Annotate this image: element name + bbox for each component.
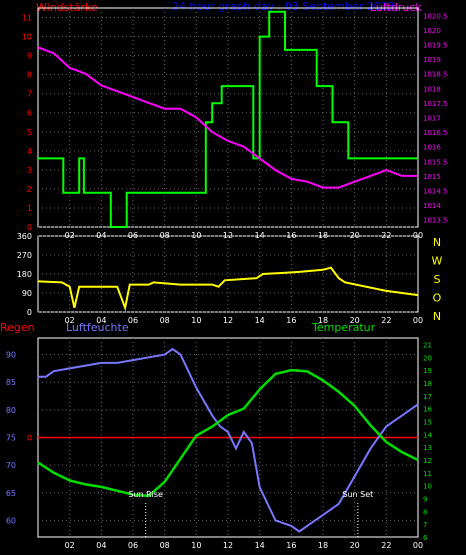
panel3-y-left-tick-label: 85 — [6, 378, 16, 387]
annotation-label: Sun Rise — [128, 490, 163, 499]
panel1-y-right-tick-label: 1020 — [423, 27, 441, 35]
panel1-x-tick-label: 04 — [96, 316, 106, 325]
panel3-y-right-tick-label: 11 — [423, 470, 432, 478]
panel1-y-right-tick-label: 1020.5 — [423, 12, 448, 20]
panel1-y-right-tick-label: 1015 — [423, 173, 441, 181]
panel3-y-right-tick-label: 15 — [423, 418, 432, 426]
panel3-y-right-tick-label: 7 — [423, 521, 427, 529]
panel1-x-tick-label: 20 — [350, 316, 360, 325]
regen-zero-label: 0 — [27, 434, 32, 443]
luftdruck-line — [37, 46, 418, 189]
panel3-y-left-tick-label: 60 — [6, 516, 16, 525]
direction-label: N — [433, 310, 441, 323]
direction-label: S — [434, 273, 441, 286]
panel2-y-tick-label: 360 — [17, 232, 32, 241]
temperatur-line — [37, 368, 419, 498]
panel1-y-left-tick-label: 3 — [27, 166, 32, 175]
panel3-y-right-tick-label: 20 — [423, 354, 432, 362]
panel1-x-tick-label: 18 — [318, 316, 328, 325]
panel3-luftfeuchte-label: Luftfeuchte — [66, 321, 129, 334]
panel3-y-left-tick-label: 75 — [6, 434, 16, 443]
panel3-y-right-tick-label: 9 — [423, 495, 427, 503]
panel3-temperatur-label: Temperatur — [311, 321, 376, 334]
panel1-y-right-tick-label: 1019.5 — [423, 42, 448, 50]
panel1-x-tick-label: 16 — [286, 316, 296, 325]
panel2-y-tick-label: 270 — [17, 251, 32, 260]
panel2-x-tick-label: 12 — [223, 541, 233, 550]
panel2-x-tick-label: 10 — [191, 541, 201, 550]
panel1-y-right-tick-label: 1013.5 — [423, 217, 448, 225]
panel3-y-right-tick-label: 8 — [423, 508, 427, 516]
panel1-y-right-tick-label: 1018 — [423, 85, 441, 93]
panel1-y-right-tick-label: 1015.5 — [423, 158, 448, 166]
panel2-x-tick-label: 08 — [160, 541, 170, 550]
panel3-y-right-tick-label: 16 — [423, 406, 432, 414]
panel3-left-label: Regen — [0, 321, 35, 334]
panel1-y-left-tick-label: 5 — [27, 128, 32, 137]
panel2-x-tick-label: 18 — [318, 541, 328, 550]
panel1-y-left-tick-label: 11 — [22, 14, 32, 23]
windrichtung-line — [37, 266, 419, 312]
panel1-y-left-tick-label: 1 — [27, 204, 32, 213]
panel2-y-tick-label: 180 — [17, 270, 32, 279]
panel1-y-right-tick-label: 1014 — [423, 202, 441, 210]
panel2-x-tick-label: 20 — [350, 541, 360, 550]
panel2-x-tick-label: 00 — [413, 541, 423, 550]
panel1-y-left-tick-label: 4 — [27, 147, 32, 156]
panel2-x-tick-label: 06 — [128, 541, 138, 550]
panel1-x-tick-label: 22 — [381, 316, 391, 325]
panel1-y-left-tick-label: 6 — [27, 109, 32, 118]
panel1-y-right-tick-label: 1016 — [423, 144, 441, 152]
panel1-x-tick-label: 06 — [128, 316, 138, 325]
panel1-y-right-tick-label: 1019 — [423, 56, 441, 64]
panel3-y-right-tick-label: 12 — [423, 457, 432, 465]
panel1-y-left-tick-label: 9 — [27, 52, 32, 61]
panel3-y-right-tick-label: 21 — [423, 341, 432, 349]
panel2-x-tick-label: 04 — [96, 541, 106, 550]
panel3-y-right-tick-label: 18 — [423, 380, 432, 388]
panel2-x-tick-label: 22 — [381, 541, 391, 550]
windstaerke-line — [38, 10, 418, 228]
panel1-x-tick-label: 02 — [65, 316, 75, 325]
panel1-y-left-tick-label: 10 — [22, 33, 32, 42]
panel2-x-tick-label: 02 — [65, 541, 75, 550]
panel2-x-tick-label: 14 — [255, 541, 265, 550]
annotation-label: Sun Set — [342, 490, 373, 499]
panel3-y-right-tick-label: 17 — [423, 393, 432, 401]
panel2-y-tick-label: 90 — [22, 289, 32, 298]
panel1-y-left-tick-label: 0 — [27, 223, 32, 232]
panel1-y-right-tick-label: 1018.5 — [423, 71, 448, 79]
panel1-x-tick-label: 12 — [223, 316, 233, 325]
panel1-y-right-tick-label: 1017.5 — [423, 100, 448, 108]
panel1-y-right-tick-label: 1016.5 — [423, 129, 448, 137]
panel1-title: 24 hour graph day : 03 September 2013 — [172, 0, 395, 13]
panel1-x-tick-label: 10 — [191, 316, 201, 325]
direction-label: N — [433, 236, 441, 249]
panel1-y-right-tick-label: 1014.5 — [423, 188, 448, 196]
panel1-y-left-tick-label: 2 — [27, 185, 32, 194]
direction-label: W — [432, 255, 443, 268]
panel3-y-right-tick-label: 6 — [423, 534, 428, 542]
panel1-x-tick-label: 14 — [255, 316, 265, 325]
panel3-y-right-tick-label: 13 — [423, 444, 432, 452]
direction-label: O — [433, 292, 442, 305]
panel3-y-right-tick-label: 19 — [423, 367, 432, 375]
panel3-y-left-tick-label: 65 — [6, 489, 16, 498]
panel3-y-left-tick-label: 70 — [6, 461, 16, 470]
panel3-y-left-tick-label: 80 — [6, 406, 16, 415]
panel2-y-tick-label: 0 — [27, 308, 32, 317]
panel3-y-right-tick-label: 10 — [423, 483, 432, 491]
panel1-x-tick-label: 00 — [413, 316, 423, 325]
luftfeuchte-line — [38, 347, 419, 533]
panel1-y-left-tick-label: 8 — [27, 71, 32, 80]
panel3-y-left-tick-label: 90 — [6, 351, 16, 360]
panel1-y-right-tick-label: 1017 — [423, 115, 441, 123]
panel1-y-left-tick-label: 7 — [27, 90, 32, 99]
panel3-y-right-tick-label: 14 — [423, 431, 432, 439]
panel1-x-tick-label: 08 — [160, 316, 170, 325]
panel2-x-tick-label: 16 — [286, 541, 296, 550]
